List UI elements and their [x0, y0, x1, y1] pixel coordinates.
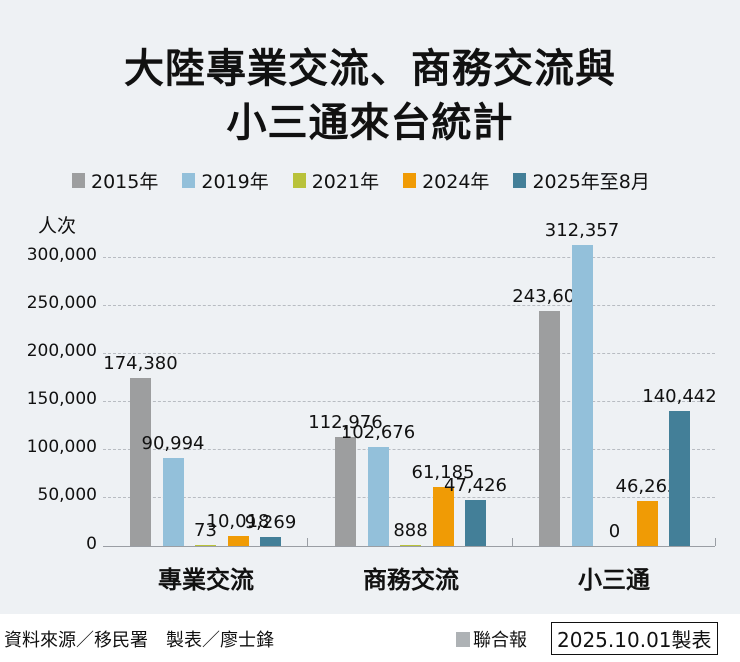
legend-swatch-icon	[292, 173, 306, 188]
legend-swatch-icon	[182, 173, 196, 188]
x-axis-tick	[512, 538, 513, 546]
y-tick: 50,000	[37, 485, 97, 505]
y-tick: 200,000	[26, 341, 97, 361]
bar-value-label: 47,426	[444, 475, 507, 497]
bar	[162, 458, 184, 546]
legend-item-2019: 2019年	[182, 167, 269, 194]
legend-swatch-icon	[513, 173, 527, 188]
bar-value-label: 9,269	[244, 512, 297, 534]
bar	[367, 447, 389, 546]
bar-value-label: 61,185	[411, 462, 475, 484]
bar-value-label: 140,442	[642, 385, 717, 407]
date-stamp: 2025.10.01製表	[551, 622, 718, 655]
chart-title-line1: 大陸專業交流、商務交流與	[124, 46, 616, 92]
legend-item-2025: 2025年至8月	[513, 167, 650, 194]
gridline	[103, 401, 715, 402]
chart-panel: 大陸專業交流、商務交流與 小三通來台統計 2015年 2019年 2021年 2…	[0, 0, 740, 614]
bar	[539, 311, 560, 546]
legend-swatch-icon	[403, 173, 417, 188]
brand-logo: 聯合報	[456, 626, 527, 652]
gridline	[103, 353, 715, 354]
brand-square-icon	[456, 631, 470, 647]
gridline	[103, 449, 715, 450]
bar	[260, 537, 281, 546]
category-label: 小三通	[578, 566, 650, 594]
y-axis-unit: 人次	[38, 215, 77, 237]
bar	[335, 437, 356, 546]
bar	[636, 501, 658, 546]
bar	[571, 245, 593, 546]
legend: 2015年 2019年 2021年 2024年 2025年至8月	[72, 167, 650, 194]
bar-value-label: 0	[608, 521, 621, 542]
bar-value-label: 112,976	[308, 412, 383, 434]
x-axis-tick	[307, 538, 308, 546]
y-tick: 150,000	[26, 389, 97, 409]
y-tick: 100,000	[26, 437, 97, 457]
bar	[465, 500, 486, 546]
bar-value-label: 312,357	[544, 220, 620, 242]
legend-item-2015: 2015年	[72, 167, 158, 194]
y-tick: 0	[86, 534, 97, 554]
legend-item-2024: 2024年	[403, 167, 489, 194]
gridline	[103, 305, 715, 306]
bar-value-label: 102,676	[340, 422, 416, 444]
bar	[432, 487, 454, 546]
bar	[130, 378, 151, 546]
bar	[400, 545, 421, 546]
category-label: 商務交流	[363, 566, 459, 594]
gridline	[103, 257, 715, 258]
chart-title-line2: 小三通來台統計	[226, 100, 514, 146]
legend-swatch-icon	[72, 173, 85, 188]
bar	[195, 545, 216, 546]
gridline	[103, 497, 715, 498]
bar-value-label: 174,380	[103, 353, 178, 374]
x-axis-tick	[715, 538, 716, 546]
y-tick: 300,000	[26, 245, 97, 265]
bar-value-label: 243,602	[512, 286, 587, 308]
bar-value-label: 46,265	[615, 476, 679, 498]
category-label: 專業交流	[158, 566, 254, 594]
bar-value-label: 10,018	[206, 511, 270, 533]
x-axis	[103, 546, 715, 547]
bar-value-label: 73	[194, 520, 217, 541]
source-credit: 資料來源／移民署 製表／廖士鋒	[4, 630, 274, 651]
legend-item-2021: 2021年	[292, 167, 379, 194]
y-tick: 250,000	[26, 293, 97, 313]
bar	[227, 536, 249, 546]
bar-value-label: 888	[393, 520, 428, 541]
bar	[669, 410, 690, 546]
bar-value-label: 90,994	[141, 433, 205, 455]
